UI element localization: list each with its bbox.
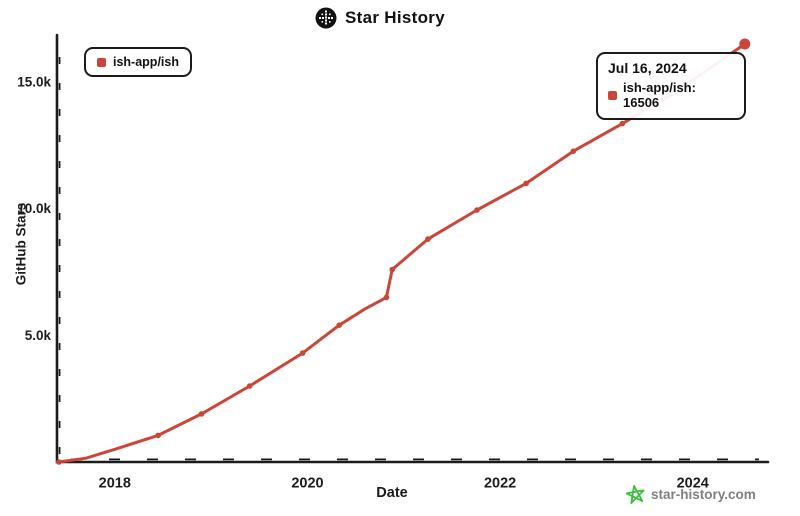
legend-series-label: ish-app/ish (113, 55, 179, 69)
tooltip-date: Jul 16, 2024 (608, 60, 687, 76)
data-point-marker[interactable] (619, 120, 626, 127)
x-axis-title: Date (376, 485, 408, 501)
x-tick-label: 2022 (484, 476, 516, 492)
data-point-marker[interactable] (336, 322, 343, 329)
series-line[interactable] (57, 42, 747, 464)
data-point-marker[interactable] (246, 383, 253, 389)
x-tick-label: 2024 (677, 476, 709, 492)
star-history-logo-icon (315, 7, 337, 29)
y-tick-label: 15.0k (17, 75, 51, 90)
data-point-marker[interactable] (474, 207, 480, 213)
watermark-link[interactable]: star-history.com (626, 485, 756, 504)
tooltip-series-swatch (608, 90, 617, 100)
watermark-text: star-history.com (651, 487, 756, 502)
data-point-marker[interactable] (523, 180, 529, 187)
x-tick-label: 2018 (99, 476, 131, 492)
data-point-marker[interactable] (383, 294, 390, 301)
legend-box[interactable]: ish-app/ish (84, 47, 192, 77)
y-tick-label: 10.0k (17, 201, 51, 216)
data-point-marker[interactable] (198, 411, 205, 417)
data-point-marker[interactable] (299, 350, 306, 356)
data-point-marker[interactable] (425, 236, 431, 242)
header: Star History (0, 4, 760, 32)
page-title: Star History (345, 8, 445, 27)
x-tick-label: 2020 (291, 476, 323, 492)
tooltip: Jul 16, 2024 ish-app/ish: 16506 (596, 52, 746, 120)
series-end-dot[interactable] (739, 38, 751, 50)
y-axis-title: GitHub Stars (13, 202, 29, 286)
data-point-marker[interactable] (389, 266, 396, 273)
data-point-marker[interactable] (56, 459, 62, 465)
tooltip-series-value: ish-app/ish: 16506 (623, 80, 696, 110)
watermark-star-icon (626, 485, 645, 504)
data-point-marker[interactable] (155, 432, 161, 439)
data-point-marker[interactable] (570, 148, 577, 154)
y-tick-label: 5.0k (25, 328, 52, 343)
legend-series-swatch (97, 57, 106, 67)
